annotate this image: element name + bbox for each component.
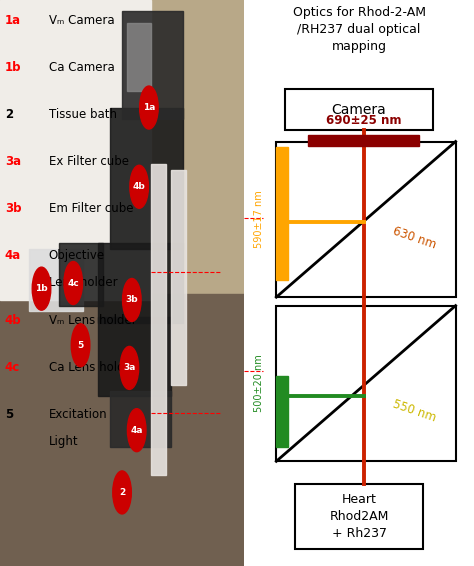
Text: Lens holder: Lens holder (49, 276, 118, 289)
Text: Light: Light (49, 435, 78, 448)
Text: 590±17 nm: 590±17 nm (254, 190, 264, 248)
Circle shape (130, 165, 148, 208)
Bar (276, 142, 456, 297)
Text: 3a: 3a (5, 155, 21, 168)
Bar (110, 391, 171, 447)
Text: 1b: 1b (35, 284, 48, 293)
Bar (122, 11, 183, 119)
Bar (0, 0, 151, 300)
Text: Optics for Rhod-2-AM
/RH237 dual optical
mapping: Optics for Rhod-2-AM /RH237 dual optical… (292, 6, 426, 53)
Text: Ca Lens holder: Ca Lens holder (49, 361, 137, 374)
Text: 3a: 3a (123, 363, 136, 372)
Circle shape (128, 409, 146, 452)
Bar (98, 317, 171, 396)
Circle shape (140, 86, 158, 129)
Text: Ex Filter cube: Ex Filter cube (49, 155, 129, 168)
Bar (98, 243, 183, 323)
Text: Vₘ Lens holder: Vₘ Lens holder (49, 314, 137, 327)
Bar (276, 306, 456, 461)
Text: 4a: 4a (130, 426, 143, 435)
Bar (285, 89, 433, 130)
Text: 4c: 4c (5, 361, 20, 374)
Bar (59, 243, 102, 306)
Text: 500±20 nm: 500±20 nm (254, 354, 264, 413)
Circle shape (120, 346, 139, 389)
Text: 1b: 1b (5, 61, 21, 74)
Text: 630 nm: 630 nm (391, 225, 438, 251)
Bar (276, 376, 288, 447)
Text: Excitation: Excitation (49, 408, 108, 421)
Bar (295, 484, 423, 549)
Text: 5: 5 (77, 341, 84, 350)
Bar (309, 135, 419, 146)
Text: Heart
Rhod2AM
+ Rh237: Heart Rhod2AM + Rh237 (329, 493, 389, 540)
Circle shape (71, 324, 90, 367)
Bar (276, 147, 288, 280)
Text: 3b: 3b (5, 202, 21, 215)
Text: 1a: 1a (5, 14, 21, 27)
Text: 690±25 nm: 690±25 nm (326, 114, 401, 127)
Bar (0, 294, 244, 566)
Text: Tissue bath: Tissue bath (49, 108, 117, 121)
Circle shape (32, 267, 51, 310)
Text: 4c: 4c (67, 278, 79, 288)
Text: 2: 2 (119, 488, 125, 497)
Bar (0, 0, 244, 294)
Bar (110, 108, 183, 249)
Text: Ca Camera: Ca Camera (49, 61, 115, 74)
Text: 550 nm: 550 nm (391, 398, 438, 425)
Text: 1a: 1a (143, 103, 155, 112)
Text: 5: 5 (5, 408, 13, 421)
Circle shape (64, 261, 82, 305)
Bar (171, 170, 185, 385)
Text: Camera: Camera (332, 103, 386, 117)
Text: 3b: 3b (126, 295, 138, 305)
Bar (127, 23, 151, 91)
Text: 4a: 4a (5, 249, 21, 262)
Text: 4b: 4b (133, 182, 146, 191)
Text: Em Filter cube: Em Filter cube (49, 202, 133, 215)
Text: Vₘ Camera: Vₘ Camera (49, 14, 114, 27)
Text: 2: 2 (5, 108, 13, 121)
Bar (29, 249, 83, 311)
Text: Objective: Objective (49, 249, 105, 262)
Circle shape (123, 278, 141, 321)
Bar (151, 164, 166, 475)
Circle shape (113, 471, 131, 514)
Text: 4b: 4b (5, 314, 21, 327)
